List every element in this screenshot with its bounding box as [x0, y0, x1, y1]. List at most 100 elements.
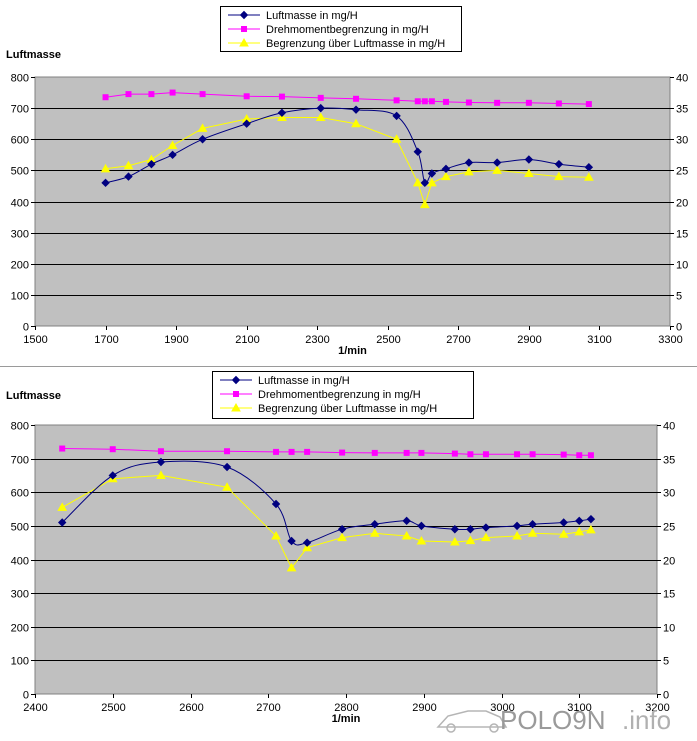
data-point [512, 521, 522, 531]
data-point [559, 518, 568, 527]
legend-marker [231, 375, 241, 385]
data-point [586, 524, 596, 534]
legend-label: Begrenzung über Luftmasse in mg/H [258, 403, 437, 415]
data-point [243, 93, 250, 100]
data-point [156, 470, 166, 479]
data-point [574, 526, 585, 536]
data-point [157, 448, 164, 455]
y2-tick-label: 20 [676, 198, 688, 210]
y-tick-label: 700 [11, 455, 29, 467]
data-point [494, 99, 501, 106]
data-point [481, 523, 491, 532]
x-tick-label: 2500 [376, 334, 400, 346]
data-point [428, 98, 435, 105]
data-point [242, 119, 251, 128]
data-point [585, 101, 592, 108]
data-point [351, 118, 361, 128]
y-tick-label: 300 [11, 229, 29, 241]
y-axis-title: Luftmasse [6, 390, 61, 402]
data-point [466, 525, 475, 534]
y2-tick-label: 25 [676, 166, 688, 178]
x-axis-title: 1/min [332, 713, 361, 725]
y2-tick-label: 0 [676, 322, 682, 334]
data-point [451, 450, 458, 457]
y-tick-label: 500 [11, 522, 29, 534]
y-tick-label: 800 [11, 421, 29, 433]
x-tick-label: 2600 [179, 702, 203, 714]
data-point [514, 451, 521, 458]
data-point [169, 89, 176, 96]
y2-tick-label: 10 [663, 623, 675, 635]
x-tick-label: 2800 [334, 702, 358, 714]
data-point [123, 160, 134, 170]
y2-tick-label: 40 [676, 73, 688, 85]
y2-tick-label: 15 [676, 229, 688, 241]
y2-tick-label: 5 [663, 656, 669, 668]
plot-area [34, 424, 658, 695]
legend-marker [233, 391, 239, 397]
watermark-suffix: .info [622, 705, 671, 735]
data-point [316, 103, 325, 113]
data-point [555, 100, 562, 107]
y-tick-label: 800 [11, 73, 29, 85]
y-tick-label: 200 [11, 260, 29, 272]
y2-tick-label: 15 [663, 589, 675, 601]
x-tick-label: 1900 [164, 334, 188, 346]
polo9n-logo: POLO9N .info [436, 705, 671, 735]
chart-bottom: 0 100 200 300 400 500 600 700 800 0 5 10 15 20 25 30 35 4… [6, 371, 675, 725]
data-point [102, 94, 109, 101]
x-tick-label: 2900 [412, 702, 436, 714]
y2-tick-label: 40 [663, 421, 675, 433]
data-point [278, 93, 285, 100]
data-point [339, 449, 346, 456]
data-point [412, 177, 423, 187]
data-point [393, 97, 400, 104]
legend-box [220, 6, 462, 52]
x-tick-label: 3000 [490, 702, 514, 714]
data-point [586, 514, 596, 524]
x-tick-label: 1500 [23, 334, 47, 346]
chart-top: 0 100 200 300 400 500 600 700 800 0 5 10 15 20 25 30 35 4… [6, 6, 688, 357]
data-point [353, 95, 360, 102]
data-point [109, 446, 116, 453]
y2-tick-label: 35 [676, 104, 688, 116]
legend-label: Drehmomentbegrenzung in mg/H [266, 24, 429, 36]
data-point [401, 530, 412, 540]
data-point [528, 519, 537, 529]
data-point [58, 518, 67, 527]
legend-label: Begrenzung über Luftmasse in mg/H [266, 38, 445, 50]
legend-marker [231, 402, 241, 412]
x-tick-label: 2700 [446, 334, 470, 346]
y2-tick-label: 30 [663, 488, 675, 500]
legend-marker [241, 26, 247, 32]
series-diamond [58, 457, 596, 547]
data-point [527, 528, 538, 537]
y-tick-label: 300 [11, 589, 29, 601]
data-point [554, 159, 564, 169]
data-point [450, 525, 460, 534]
y-tick-label: 400 [11, 198, 29, 210]
plot-area [34, 76, 671, 327]
data-point [427, 177, 437, 187]
car-silhouette-icon [436, 710, 508, 733]
data-point [413, 147, 422, 156]
y2-tick-label: 0 [663, 690, 669, 702]
y2-tick-label: 20 [663, 556, 675, 568]
data-point [403, 449, 410, 456]
legend-marker [239, 37, 249, 47]
x-tick-label: 2100 [235, 334, 259, 346]
y2-tick-label: 35 [663, 455, 675, 467]
x-tick-label: 2300 [305, 334, 329, 346]
data-point [101, 178, 110, 188]
data-point [554, 171, 564, 181]
data-point [492, 158, 502, 167]
y-axis-title: Luftmasse [6, 49, 61, 61]
legend: Luftmasse in mg/H Drehmomentbegrenzung in… [220, 6, 462, 52]
data-point [370, 519, 379, 529]
y-tick-label: 0 [23, 322, 29, 334]
x-tick-label: 2400 [23, 702, 47, 714]
watermark-brand: POLO9N [500, 705, 606, 735]
x-tick-label: 2900 [517, 334, 541, 346]
legend-marker [239, 10, 249, 20]
